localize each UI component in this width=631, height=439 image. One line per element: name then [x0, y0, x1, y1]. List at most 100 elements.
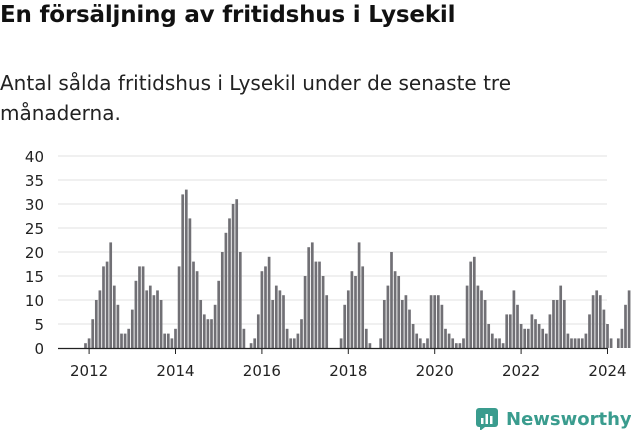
- bar: [325, 295, 329, 348]
- bar: [181, 194, 185, 348]
- bar: [566, 333, 570, 348]
- bar: [228, 218, 231, 348]
- bar: [130, 309, 134, 348]
- bar: [429, 295, 433, 348]
- bar: [624, 304, 627, 348]
- bar: [346, 290, 350, 348]
- bar: [260, 271, 264, 348]
- bar: [231, 204, 235, 348]
- bar: [537, 324, 541, 348]
- newsworthy-logo[interactable]: Newsworthy: [476, 408, 631, 430]
- bar: [440, 304, 444, 348]
- bar: [296, 333, 300, 348]
- bar: [217, 280, 221, 348]
- bar: [274, 285, 278, 348]
- bar: [321, 276, 325, 348]
- bar: [170, 338, 174, 348]
- bar: [220, 252, 224, 348]
- bar: [138, 266, 141, 348]
- y-tick-label: 40: [25, 148, 44, 166]
- bar: [418, 338, 422, 348]
- bar: [584, 333, 588, 348]
- bar: [483, 300, 487, 348]
- x-tick-label: 2016: [243, 362, 281, 380]
- y-tick-label: 0: [34, 340, 44, 358]
- x-tick-label: 2012: [70, 362, 108, 380]
- bar: [400, 300, 404, 348]
- bar: [544, 333, 548, 348]
- bar: [141, 266, 145, 348]
- bar: [264, 266, 267, 348]
- bar: [382, 300, 386, 348]
- bar: [102, 266, 105, 348]
- bar: [595, 290, 599, 348]
- bar: [292, 338, 296, 348]
- bar: [523, 328, 527, 348]
- bar: [238, 252, 242, 348]
- bar: [422, 343, 426, 348]
- bar: [361, 266, 365, 348]
- bar: [354, 276, 357, 348]
- bar: [242, 328, 246, 348]
- x-tick-label: 2020: [416, 362, 454, 380]
- bar: [472, 256, 476, 348]
- bar: [426, 338, 429, 348]
- bar: [152, 295, 156, 348]
- bar: [552, 300, 555, 348]
- x-tick-label: 2018: [329, 362, 367, 380]
- bar: [386, 285, 390, 348]
- x-tick-label: 2024: [588, 362, 626, 380]
- bar: [505, 314, 509, 348]
- bar: [163, 333, 167, 348]
- bar: [253, 338, 257, 348]
- bar: [350, 271, 354, 348]
- bar: [548, 314, 552, 348]
- bar: [512, 290, 516, 348]
- bar: [451, 338, 455, 348]
- y-tick-label: 10: [25, 292, 44, 310]
- bar: [408, 309, 411, 348]
- bar: [555, 300, 559, 348]
- y-tick-label: 30: [25, 196, 44, 214]
- bar: [498, 338, 501, 348]
- bar: [314, 261, 318, 348]
- bar: [105, 261, 109, 348]
- bar: [166, 333, 170, 348]
- y-axis-labels: 0 5 10 15 20 25 30 35 40: [25, 148, 44, 358]
- bar: [91, 319, 95, 348]
- bar: [310, 242, 314, 348]
- bar: [415, 333, 419, 348]
- chart-title: En försäljning av fritidshus i Lysekil: [0, 2, 456, 28]
- bar: [267, 256, 271, 348]
- bar: [447, 333, 451, 348]
- bar: [458, 343, 462, 348]
- bar: [570, 338, 573, 348]
- bar: [98, 290, 102, 348]
- bar: [591, 295, 595, 348]
- bar: [206, 319, 210, 348]
- bar: [134, 280, 138, 348]
- bar: [364, 328, 368, 348]
- bar: [490, 333, 494, 348]
- bar: [620, 328, 624, 348]
- y-tick-label: 25: [25, 220, 44, 238]
- bar: [213, 304, 217, 348]
- bar: [282, 295, 285, 348]
- bar: [235, 199, 239, 348]
- bar: [469, 261, 473, 348]
- bar: [148, 285, 152, 348]
- bar: [534, 319, 537, 348]
- y-tick-label: 15: [25, 268, 44, 286]
- bar: [202, 314, 206, 348]
- bar: [127, 328, 131, 348]
- bar: [530, 314, 534, 348]
- bar: [562, 300, 566, 348]
- bar: [120, 333, 123, 348]
- bar: [303, 276, 307, 348]
- bar: [87, 338, 91, 348]
- bar: [487, 324, 491, 348]
- bar: [508, 314, 512, 348]
- bar: [433, 295, 437, 348]
- bar: [109, 242, 113, 348]
- bar: [436, 295, 440, 348]
